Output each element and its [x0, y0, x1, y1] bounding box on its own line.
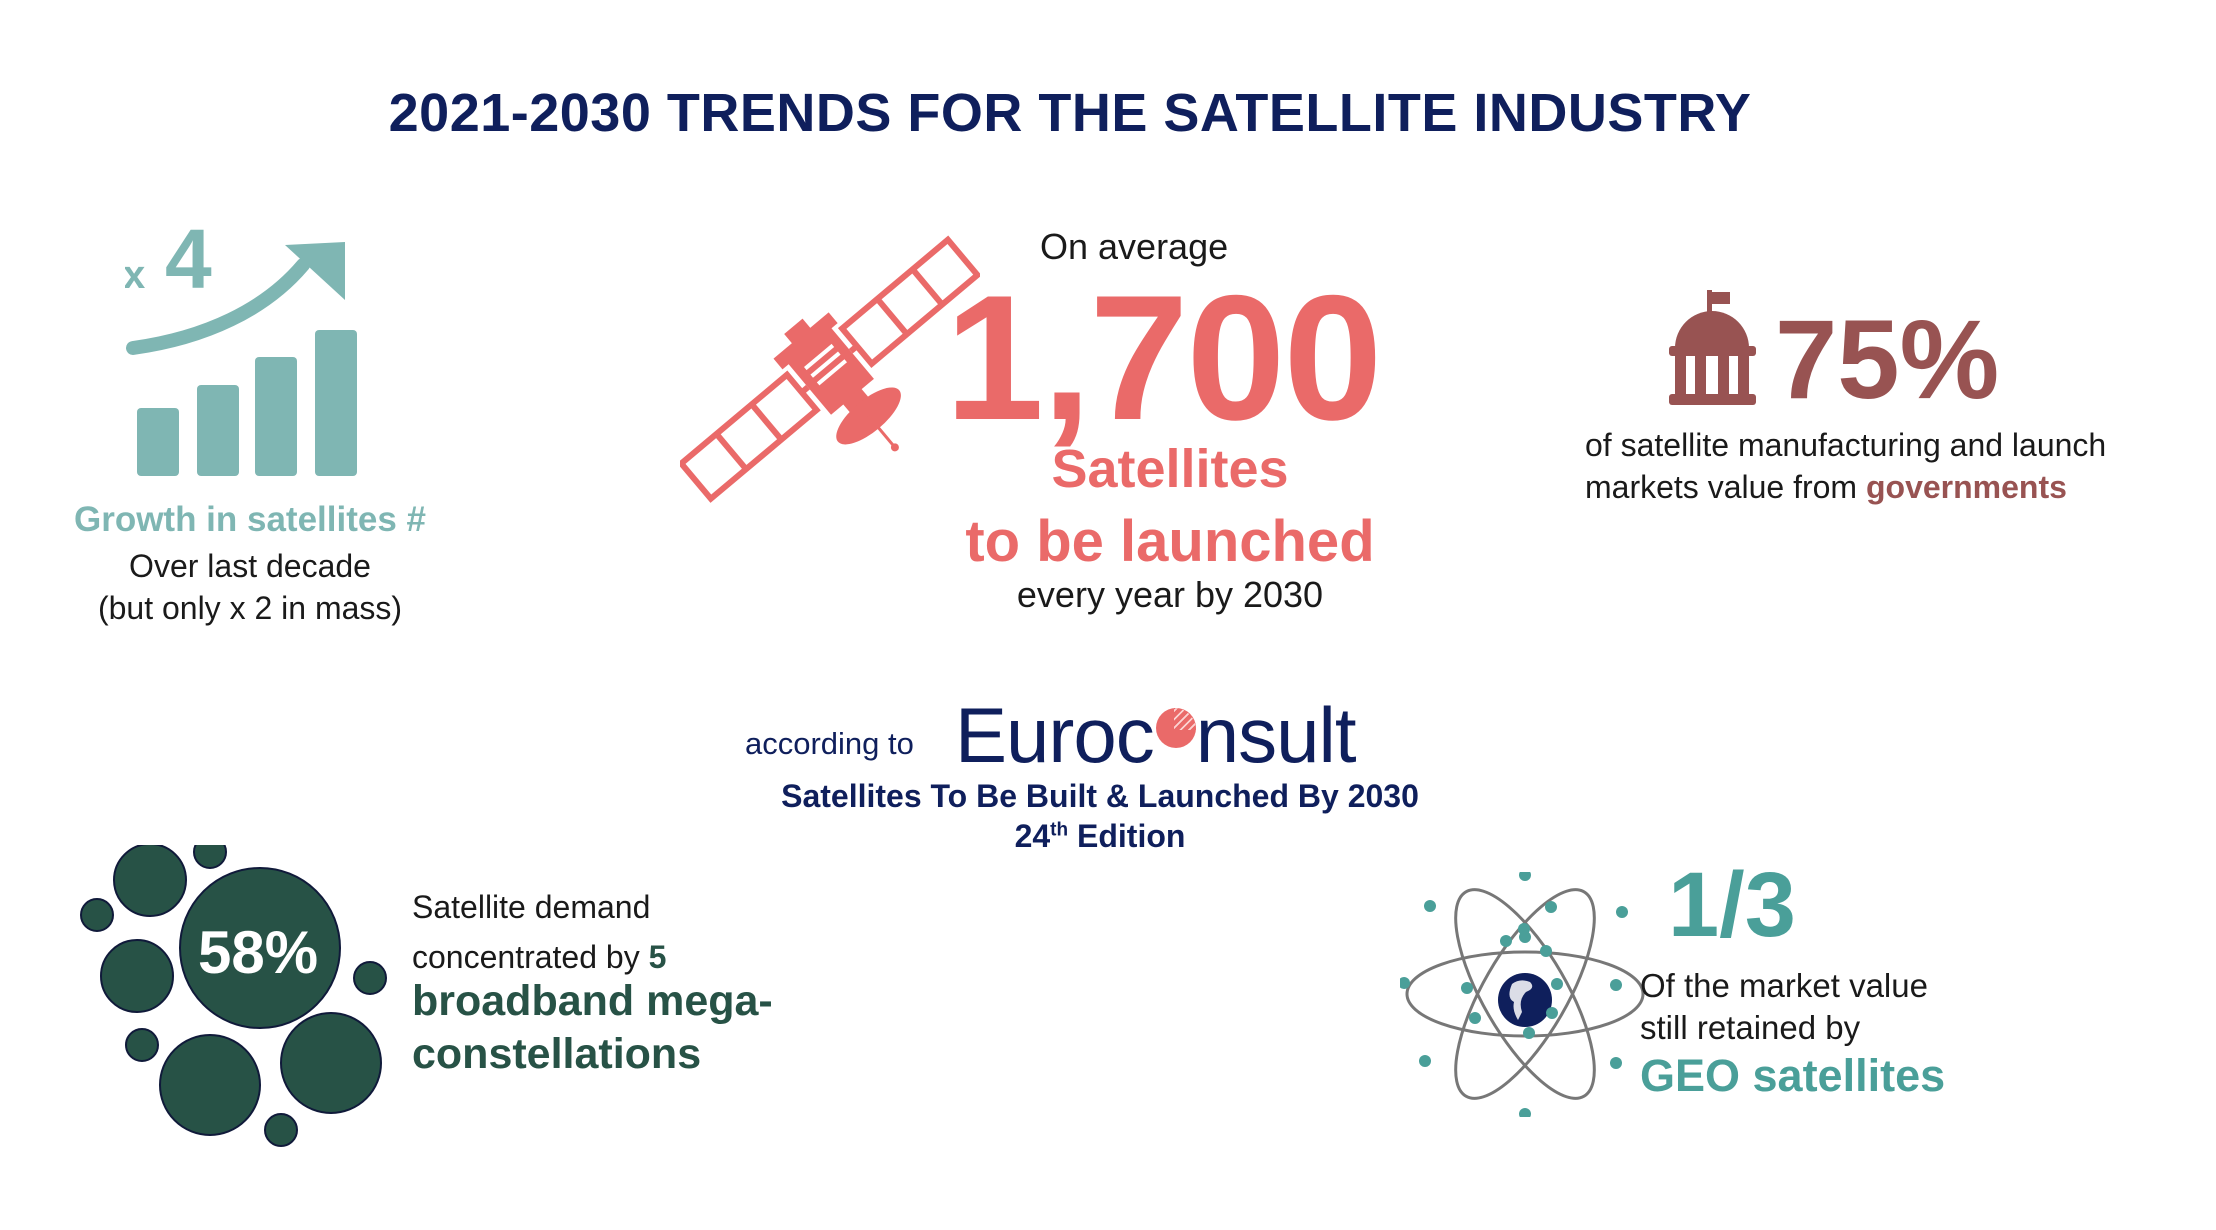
geo-value: 1/3: [1668, 854, 1796, 956]
page-title: 2021-2030 TRENDS FOR THE SATELLITE INDUS…: [388, 83, 1752, 143]
constellations-line3: broadband mega-: [412, 977, 773, 1025]
launches-value: 1,700: [945, 258, 1382, 457]
multiplier-value: 4: [165, 220, 212, 306]
geo-line2: still retained by: [1640, 1009, 1861, 1046]
edition-word: Edition: [1068, 818, 1186, 854]
bubble-cluster-icon: 58%: [78, 835, 398, 1175]
government-text: of satellite manufacturing and launch ma…: [1585, 424, 2106, 508]
multiplier-prefix: x: [125, 253, 145, 297]
launches-line2: to be launched: [965, 509, 1375, 574]
report-edition: 24th Edition: [700, 818, 1500, 855]
geo-text: Of the market value still retained by: [1640, 965, 1928, 1049]
constellations-line2-plain: concentrated by: [412, 939, 649, 975]
logo-dot-icon: [1154, 702, 1196, 762]
growth-line2: (but only x 2 in mass): [97, 590, 403, 626]
geo-line1: Of the market value: [1640, 967, 1928, 1004]
edition-suffix: th: [1050, 819, 1069, 841]
constellations-value: 58%: [198, 919, 318, 986]
geo-highlight: GEO satellites: [1640, 1050, 1946, 1101]
government-value: 75%: [1775, 297, 2000, 422]
bar-chart-up-arrow-icon: x 4: [123, 212, 370, 480]
report-title: Satellites To Be Built & Launched By 203…: [781, 778, 1419, 814]
constellations-text: Satellite demand concentrated by 5: [412, 882, 666, 982]
euroconsult-logo: Euroc nsult: [955, 690, 1357, 780]
average-label: On average: [1040, 226, 1229, 267]
government-line1: of satellite manufacturing and launch: [1585, 427, 2107, 463]
growth-heading: Growth in satellites #: [73, 500, 427, 539]
constellations-line2: concentrated by 5: [412, 932, 666, 982]
launches-line3: every year by 2030: [1016, 574, 1324, 615]
constellations-line1: Satellite demand: [412, 889, 651, 925]
constellations-highlight: broadband mega- constellations: [412, 975, 773, 1081]
government-highlight: governments: [1865, 469, 2067, 505]
logo-right: nsult: [1195, 691, 1357, 779]
source-prefix: according to: [745, 726, 914, 761]
constellations-line4: constellations: [412, 1030, 702, 1078]
government-line2-plain: markets value from: [1585, 469, 1866, 505]
growth-subtext: Over last decade (but only x 2 in mass): [20, 545, 480, 629]
growth-line1: Over last decade: [129, 548, 371, 584]
government-line2: markets value from governments: [1585, 466, 2106, 508]
satellite-icon: [677, 225, 982, 515]
constellations-count: 5: [648, 939, 667, 975]
launches-line1: Satellites: [1051, 439, 1289, 499]
logo-left: Euroc: [955, 691, 1155, 779]
government-building-icon: [1665, 288, 1760, 413]
edition-number: 24: [1014, 818, 1051, 854]
atom-globe-icon: [1398, 869, 1650, 1120]
